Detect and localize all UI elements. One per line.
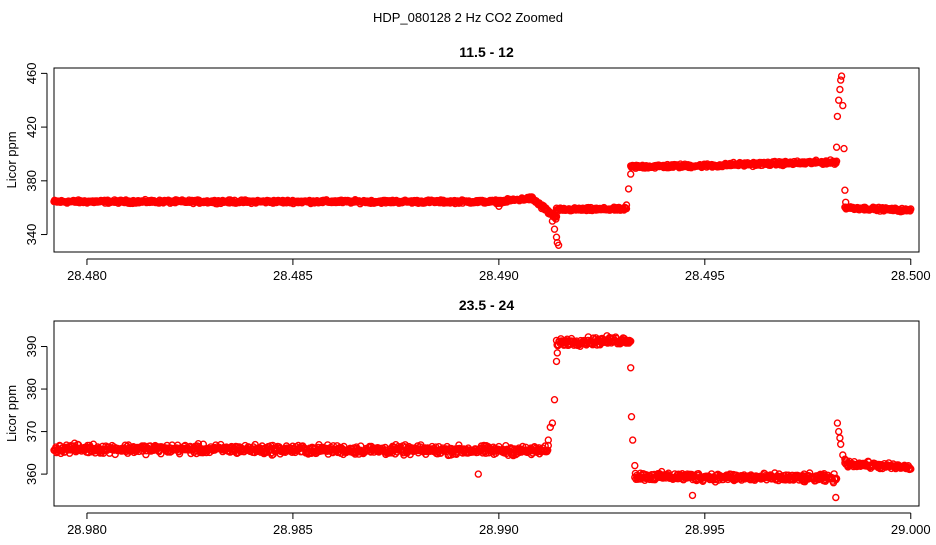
data-point [840, 144, 848, 153]
y-tick-label: 340 [24, 224, 39, 246]
y-tick-label: 370 [24, 421, 39, 443]
chart-panel-2: 23.5 - 24 Licor ppm 28.980 28.985 28.990 28.9… [4, 297, 931, 537]
data-point [627, 170, 635, 178]
x-tick-label: 28.990 [479, 522, 519, 537]
data-points [50, 72, 915, 250]
chart-panel-1: 11.5 - 12 Licor ppm 28.480 28.485 28.490 28.4… [4, 44, 931, 283]
data-point [552, 357, 561, 366]
figure-title: HDP_080128 2 Hz CO2 Zoomed [373, 10, 563, 25]
data-point [624, 185, 633, 193]
y-tick-label: 460 [24, 63, 39, 85]
data-point [842, 198, 850, 207]
plot-frame [53, 320, 920, 507]
data-point [554, 241, 563, 250]
data-point [629, 436, 637, 444]
data-point [544, 436, 552, 444]
y-tick-label: 390 [24, 336, 39, 358]
data-point [837, 76, 845, 84]
data-point [832, 493, 840, 502]
data-point [836, 434, 844, 442]
panel-title: 23.5 - 24 [459, 297, 514, 313]
data-point [631, 461, 639, 470]
data-point [544, 209, 552, 217]
data-point [553, 349, 561, 357]
y-tick-label: 420 [24, 116, 39, 138]
data-point [907, 465, 915, 473]
data-point [627, 364, 635, 372]
x-tick-label: 28.490 [479, 268, 519, 283]
data-point [841, 455, 849, 463]
y-axis-label: Licor ppm [4, 385, 19, 442]
data-points [50, 332, 915, 502]
data-point [548, 217, 557, 225]
data-point [627, 413, 636, 421]
data-point [474, 470, 482, 478]
data-point [832, 474, 841, 483]
data-point [836, 85, 844, 94]
panel-title: 11.5 - 12 [459, 44, 514, 60]
data-point [832, 157, 841, 165]
data-point [627, 337, 635, 345]
y-tick-label: 380 [24, 378, 39, 400]
data-point [550, 396, 559, 404]
data-point [832, 143, 841, 151]
x-tick-label: 29.000 [891, 522, 931, 537]
data-point [835, 96, 843, 104]
x-tick-label: 28.485 [273, 268, 313, 283]
data-point [833, 112, 842, 121]
data-point [548, 419, 557, 427]
x-tick-label: 28.480 [67, 268, 107, 283]
y-tick-label: 360 [24, 463, 39, 485]
data-point [622, 201, 631, 209]
data-point [688, 491, 697, 500]
data-point [833, 419, 842, 427]
y-axis-label: Licor ppm [4, 131, 19, 188]
x-tick-label: 28.980 [67, 522, 107, 537]
plot-frame [53, 67, 920, 253]
x-tick-label: 28.495 [685, 268, 725, 283]
data-point [837, 72, 846, 80]
x-tick-label: 28.995 [685, 522, 725, 537]
data-point [839, 101, 847, 110]
data-point [622, 204, 631, 213]
data-point [544, 446, 552, 454]
y-tick-label: 380 [24, 170, 39, 192]
data-point [495, 202, 503, 211]
x-tick-label: 28.500 [891, 268, 931, 283]
data-point [841, 186, 849, 194]
data-point [550, 225, 559, 233]
panels: 11.5 - 12 Licor ppm 28.480 28.485 28.490 28.4… [4, 44, 931, 537]
data-point [837, 440, 845, 448]
data-point [835, 427, 843, 436]
data-point [907, 205, 915, 213]
x-tick-label: 28.985 [273, 522, 313, 537]
